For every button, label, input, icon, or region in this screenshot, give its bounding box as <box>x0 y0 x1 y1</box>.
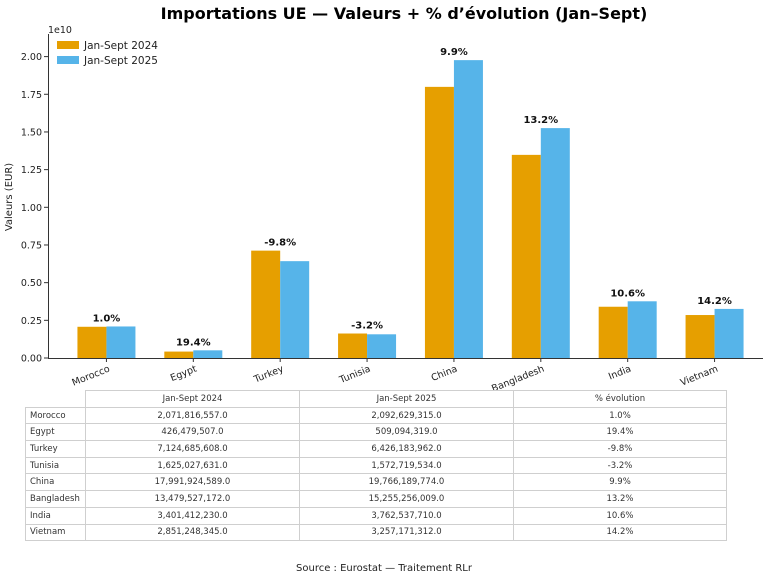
data-table: Jan-Sept 2024 Jan-Sept 2025 % évolution … <box>25 390 727 542</box>
table-header-2025: Jan-Sept 2025 <box>299 390 514 408</box>
table-cell-2024: 17,991,924,589.0 <box>85 473 300 492</box>
bar-tunisia-2024 <box>338 333 368 358</box>
legend-swatch-2025 <box>57 56 79 64</box>
chart: Importations UE — Valeurs + % d’évolutio… <box>4 4 763 390</box>
bar-tunisia-2025 <box>367 334 397 358</box>
bar-china-2024 <box>424 86 454 359</box>
table-cell-pct: 14.2% <box>513 523 727 542</box>
pct-label-vietnam: 14.2% <box>697 296 732 307</box>
table-cell-2024: 3,401,412,230.0 <box>85 506 300 525</box>
table-row: Turkey 7,124,685,608.0 6,426,183,962.0 -… <box>25 440 727 458</box>
bar-china-2025 <box>453 60 483 359</box>
table-cell-pct: 10.6% <box>513 506 727 525</box>
pct-label-bangladesh: 13.2% <box>523 115 558 126</box>
bar-vietnam-2025 <box>714 308 744 358</box>
x-tick-label-morocco: Morocco <box>71 364 112 389</box>
table-cell-2024: 13,479,527,172.0 <box>85 490 300 508</box>
table-row: Morocco 2,071,816,557.0 2,092,629,315.0 … <box>25 406 727 425</box>
x-tick-label-tunisia: Tunisia <box>337 364 372 387</box>
pct-label-egypt: 19.4% <box>176 337 211 348</box>
table-row-country: Turkey <box>25 440 86 458</box>
y-tick-label: 1.50 <box>21 127 42 138</box>
legend-label-2024: Jan-Sept 2024 <box>83 40 158 52</box>
bar-turkey-2025 <box>280 261 310 358</box>
table-row-country: Vietnam <box>25 523 86 542</box>
table-row: China 17,991,924,589.0 19,766,189,774.0 … <box>25 473 727 492</box>
table-row-country: Bangladesh <box>25 490 86 508</box>
legend-label-2025: Jan-Sept 2025 <box>83 55 158 67</box>
legend-swatch-2024 <box>57 41 79 49</box>
x-tick-label-turkey: Turkey <box>252 363 286 385</box>
table-cell-2025: 19,766,189,774.0 <box>299 473 514 492</box>
table-cell-2024: 2,071,816,557.0 <box>85 406 300 425</box>
x-tick-label-vietnam: Vietnam <box>679 364 720 389</box>
table-row: India 3,401,412,230.0 3,762,537,710.0 10… <box>25 506 727 525</box>
pct-label-turkey: -9.8% <box>264 238 296 249</box>
bar-bangladesh-2024 <box>511 154 541 358</box>
table-cell-pct: 13.2% <box>513 490 727 508</box>
source-note: Source : Eurostat — Traitement RLr <box>296 563 472 574</box>
bar-egypt-2024 <box>164 351 194 358</box>
table-row: Bangladesh 13,479,527,172.0 15,255,256,0… <box>25 490 727 508</box>
y-tick-label: 1.00 <box>21 203 42 214</box>
table-cell-2025: 3,762,537,710.0 <box>299 506 514 525</box>
table-header-2024: Jan-Sept 2024 <box>85 390 300 408</box>
table-cell-pct: -9.8% <box>513 440 727 458</box>
table-cell-2024: 7,124,685,608.0 <box>85 440 300 458</box>
y-tick-label: 2.00 <box>21 52 42 63</box>
bar-turkey-2024 <box>251 250 281 358</box>
x-tick-label-egypt: Egypt <box>169 363 199 384</box>
table-row: Tunisia 1,625,027,631.0 1,572,719,534.0 … <box>25 456 727 475</box>
x-tick-label-india: India <box>607 364 633 383</box>
bar-egypt-2025 <box>193 350 223 358</box>
table-cell-2025: 15,255,256,009.0 <box>299 490 514 508</box>
table-row: Vietnam 2,851,248,345.0 3,257,171,312.0 … <box>25 523 727 542</box>
bar-morocco-2025 <box>106 326 136 358</box>
table-cell-2025: 6,426,183,962.0 <box>299 440 514 458</box>
chart-title: Importations UE — Valeurs + % d’évolutio… <box>161 4 648 23</box>
y-tick-label: 0.50 <box>21 278 42 289</box>
table-cell-2025: 1,572,719,534.0 <box>299 456 514 475</box>
table-cell-pct: 9.9% <box>513 473 727 492</box>
y-tick-label: 0.75 <box>21 240 42 251</box>
y-tick-label: 1.25 <box>21 165 42 176</box>
y-scale-label: 1e10 <box>48 25 72 36</box>
table-cell-2025: 2,092,629,315.0 <box>299 406 514 425</box>
bar-bangladesh-2025 <box>540 128 570 358</box>
pct-label-india: 10.6% <box>610 288 645 299</box>
table-cell-2024: 2,851,248,345.0 <box>85 523 300 542</box>
x-tick-label-china: China <box>430 364 459 384</box>
pct-label-morocco: 1.0% <box>93 313 121 324</box>
table-cell-pct: -3.2% <box>513 456 727 475</box>
pct-label-tunisia: -3.2% <box>351 321 383 332</box>
y-tick-label: 0.25 <box>21 316 42 327</box>
x-tick-label-bangladesh: Bangladesh <box>490 364 546 390</box>
legend: Jan-Sept 2024 Jan-Sept 2025 <box>57 40 158 67</box>
table-row-country: China <box>25 473 86 492</box>
table-row-country: Tunisia <box>25 456 86 475</box>
bar-india-2024 <box>598 306 628 358</box>
table-row-country: India <box>25 506 86 525</box>
bar-morocco-2024 <box>77 326 107 358</box>
table-header-row: Jan-Sept 2024 Jan-Sept 2025 % évolution <box>25 390 727 408</box>
table-row-country: Egypt <box>25 423 86 442</box>
table-cell-pct: 1.0% <box>513 406 727 425</box>
table-cell-2025: 509,094,319.0 <box>299 423 514 442</box>
bar-india-2025 <box>627 301 657 358</box>
table-header-pct: % évolution <box>513 390 727 408</box>
y-tick-label: 1.75 <box>21 90 42 101</box>
y-axis-label: Valeurs (EUR) <box>4 163 15 231</box>
table-cell-pct: 19.4% <box>513 423 727 442</box>
table-cell-2025: 3,257,171,312.0 <box>299 523 514 542</box>
table-row-country: Morocco <box>25 406 86 425</box>
table-corner-cell <box>25 390 86 408</box>
pct-label-china: 9.9% <box>440 47 468 58</box>
table-cell-2024: 1,625,027,631.0 <box>85 456 300 475</box>
table-cell-2024: 426,479,507.0 <box>85 423 300 442</box>
y-tick-label: 0.00 <box>21 354 42 365</box>
bar-vietnam-2024 <box>685 315 715 358</box>
table-row: Egypt 426,479,507.0 509,094,319.0 19.4% <box>25 423 727 442</box>
